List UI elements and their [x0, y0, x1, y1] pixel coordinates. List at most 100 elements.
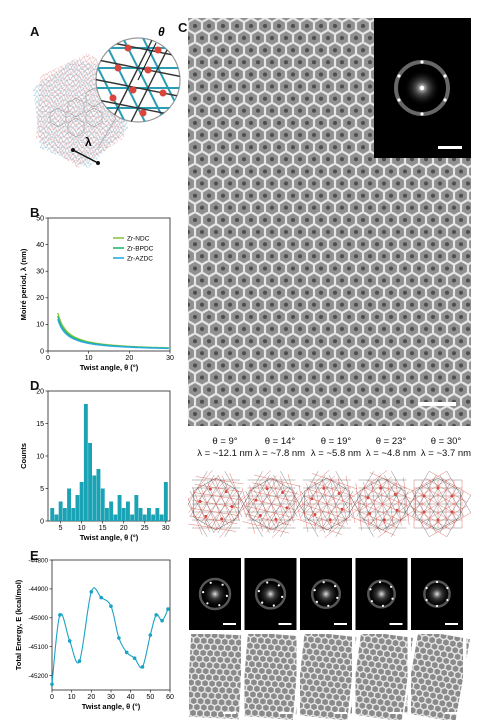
col-label-2: θ = 14° λ = ~7.8 nm [250, 436, 310, 460]
lattice-node [230, 505, 234, 508]
fft-spot [369, 588, 372, 591]
lattice-line [206, 490, 238, 528]
lattice-line [377, 508, 417, 538]
fft-tile-scale-bar [278, 623, 292, 625]
histogram-bar [67, 488, 71, 521]
tem-tile-scale-bar [334, 712, 347, 714]
lattice-line [188, 503, 208, 537]
lattice-node [436, 518, 440, 522]
panel-label-c: C [178, 20, 188, 35]
y-tick-label: 0 [40, 348, 44, 355]
fft-spot [390, 585, 393, 588]
lattice-node [328, 518, 332, 522]
lattice-node [265, 487, 269, 491]
lattice-line [190, 507, 239, 516]
series-line-zr-bpdc [57, 315, 169, 349]
fft-spot [277, 584, 280, 587]
lattice-line [298, 476, 335, 508]
col-label-3: θ = 19° λ = ~5.8 nm [306, 436, 366, 460]
x-axis-label: Twist angle, θ (°) [82, 702, 141, 711]
col-label-4: θ = 23° λ = ~4.8 nm [361, 436, 421, 460]
fft-spot [322, 581, 325, 584]
lattice-line [256, 483, 271, 530]
lattice-line [292, 469, 330, 502]
lattice-line [193, 492, 242, 501]
tem-tile-scale-bar [223, 712, 236, 714]
lattice-node [224, 490, 228, 494]
tile-gutter [188, 632, 189, 720]
energy-point [50, 682, 54, 686]
energy-point [109, 604, 113, 608]
legend-entry: Zr-NDC [127, 236, 150, 243]
histogram-bar [109, 501, 114, 521]
lattice-node [285, 506, 289, 510]
fft-spot [378, 581, 382, 584]
histogram-bar [121, 508, 126, 521]
lattice-line [272, 478, 287, 525]
lattice-line [409, 477, 451, 503]
hexagon-motifs [49, 87, 103, 138]
y-tick-label: 20 [36, 295, 44, 302]
lattice-line [229, 472, 248, 518]
lattice-node [422, 494, 426, 498]
lattice-line [188, 497, 203, 536]
tile-gutter [241, 632, 245, 720]
lattice-line [345, 475, 356, 524]
energy-point [124, 650, 129, 655]
tile-gutters [188, 630, 471, 720]
histogram-bar [126, 501, 130, 521]
fft-tile-scale-bar [445, 623, 458, 625]
lattice-line [248, 481, 283, 516]
lattice-line [369, 472, 415, 492]
lattice-line [189, 515, 238, 524]
histogram-bar [79, 482, 84, 521]
x-tick-label: 0 [50, 694, 54, 701]
fft-spot [218, 604, 221, 607]
tile-gutter [188, 630, 471, 634]
fft-glow [246, 570, 295, 618]
lattice-line [353, 476, 393, 506]
histogram-bar [151, 514, 156, 521]
lattice-line [314, 481, 324, 530]
energy-point [99, 595, 103, 600]
fft-tile-scale-bar [223, 623, 236, 625]
tem-tile-5 [404, 630, 470, 720]
tem-tile-scale-bar [389, 712, 403, 714]
lattice-line [324, 506, 362, 539]
lattice-line [303, 482, 341, 514]
lattice-line [238, 471, 263, 513]
fft-tile-scale-bar [334, 623, 347, 625]
plot-frame [47, 390, 171, 522]
lambda-value-3: λ = ~5.8 nm [310, 448, 362, 459]
theta-value-3: θ = 19° [320, 436, 352, 447]
histogram-bar [113, 514, 118, 521]
fft-spot [313, 589, 316, 592]
y-tick-label: 10 [36, 453, 44, 460]
lattice-node [368, 512, 372, 516]
fft-spot [425, 598, 428, 602]
lattice-model-5 [405, 471, 471, 537]
x-tick-label: 25 [141, 525, 149, 532]
histogram-bar [88, 443, 92, 521]
twist-angle-gallery [188, 469, 471, 720]
lattice-line [330, 478, 340, 527]
lattice-line [413, 498, 455, 524]
tile-gutter [407, 632, 411, 720]
lattice-node [382, 518, 386, 522]
lambda-value-5: λ = ~3.7 nm [420, 448, 472, 459]
y-tick-label: -45100 [28, 644, 48, 651]
lattice-line [363, 482, 370, 530]
x-tick-label: 60 [166, 694, 174, 701]
lattice-node [450, 494, 454, 498]
histogram-bar [83, 404, 88, 521]
x-tick-label: 10 [85, 355, 93, 362]
energy-point [89, 590, 94, 594]
lattice-node [281, 491, 285, 494]
lattice-line [237, 469, 272, 505]
fft-spot [272, 604, 275, 607]
y-tick-label: 0 [40, 518, 44, 525]
lattice-line [312, 473, 358, 490]
y-tick-label: 15 [36, 421, 44, 428]
fft-spot [327, 604, 330, 607]
lattice-line [300, 491, 326, 533]
